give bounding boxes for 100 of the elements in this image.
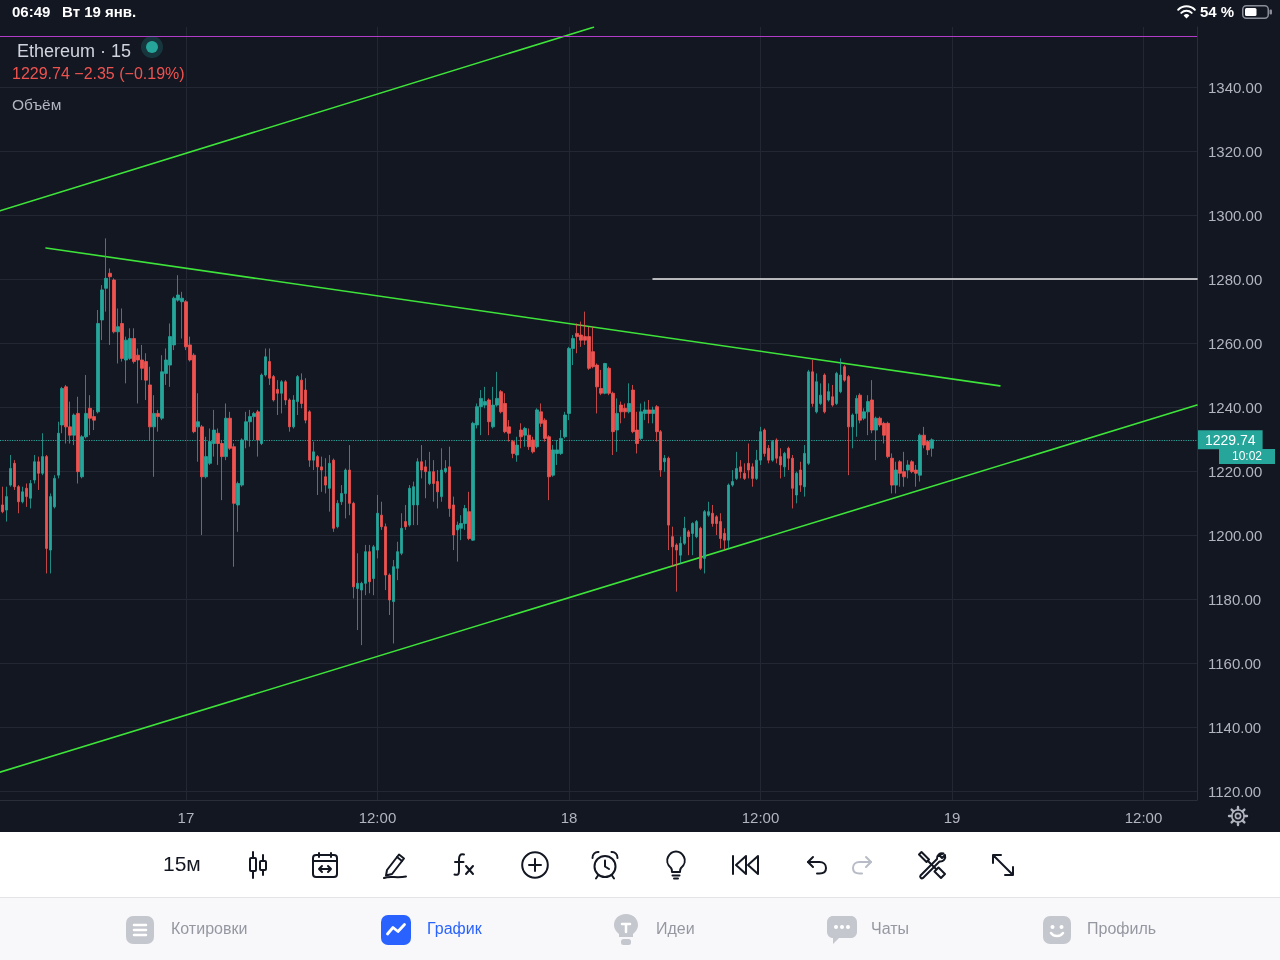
text: 06:49 — [12, 3, 51, 20]
candlestick — [815, 373, 818, 414]
y-tick-label: 1320.00 — [1208, 142, 1263, 160]
candlestick — [739, 459, 742, 479]
y-tick-label: 1140.00 — [1208, 718, 1262, 736]
candlestick — [76, 396, 80, 484]
candlestick — [855, 394, 858, 438]
candlestick — [906, 459, 910, 479]
candlestick — [324, 457, 327, 494]
y-tick-label: 1200.00 — [1208, 526, 1263, 544]
candlestick — [627, 382, 631, 414]
candlestick — [619, 401, 623, 424]
annotation: Объём — [12, 96, 62, 113]
candlestick — [823, 373, 826, 414]
candlestick — [25, 483, 28, 508]
candlestick — [9, 454, 12, 488]
candlestick — [799, 461, 802, 493]
candlestick — [795, 471, 798, 504]
x-tick-label: 12:00 — [741, 809, 780, 826]
candlestick — [156, 409, 160, 433]
candlestick — [663, 454, 666, 473]
candlestick — [312, 441, 315, 471]
candlestick — [651, 406, 655, 424]
text: График — [427, 920, 482, 937]
candlestick — [33, 454, 36, 484]
text: Котировки — [171, 920, 248, 937]
candlestick — [647, 399, 651, 424]
candlestick — [870, 379, 874, 434]
candlestick — [108, 268, 112, 346]
candlestick — [416, 457, 419, 526]
candlestick — [866, 394, 870, 436]
y-tick-label: 1240.00 — [1208, 398, 1263, 416]
candlestick — [479, 389, 483, 436]
candlestick — [404, 504, 407, 531]
candlestick — [316, 454, 319, 496]
candlestick — [368, 544, 371, 594]
candlestick — [719, 512, 722, 549]
annotation: 1229.74 −2.35 (−0.19%) — [12, 65, 185, 82]
candlestick — [29, 479, 32, 509]
candlestick — [827, 382, 830, 402]
text: Чаты — [871, 920, 910, 937]
x-tick-label: 12:00 — [358, 809, 397, 826]
candlestick — [487, 397, 491, 436]
candlestick — [858, 392, 862, 424]
candlestick — [735, 451, 738, 481]
candlestick — [811, 359, 814, 408]
candlestick — [21, 486, 24, 504]
candlestick — [519, 422, 523, 449]
candlestick — [428, 451, 431, 486]
candlestick — [256, 409, 260, 458]
candlestick — [344, 468, 347, 519]
candlestick — [1, 486, 4, 514]
candlestick — [116, 308, 120, 364]
text: 15м — [163, 852, 201, 875]
candlestick — [894, 461, 898, 494]
text: Профиль — [1087, 920, 1157, 937]
candlestick — [64, 384, 68, 444]
candlestick — [45, 454, 48, 574]
candlestick — [575, 323, 579, 354]
x-tick-label: 17 — [177, 809, 195, 826]
y-tick-label: 1220.00 — [1208, 462, 1263, 480]
x-tick-label: 19 — [943, 809, 961, 826]
candlestick — [37, 456, 40, 491]
candlestick — [408, 484, 411, 528]
y-tick-label: 1120.00 — [1208, 782, 1262, 800]
candlestick — [280, 379, 283, 414]
candlestick — [527, 428, 531, 451]
x-tick-label: 12:00 — [1124, 809, 1163, 826]
candlestick — [88, 394, 92, 436]
y-tick-label: 1300.00 — [1208, 206, 1263, 224]
candlestick — [511, 439, 515, 459]
y-tick-label: 1180.00 — [1208, 590, 1262, 608]
y-tick-label: 1340.00 — [1208, 78, 1263, 96]
y-tick-label: 1280.00 — [1208, 270, 1263, 288]
candlestick — [902, 451, 906, 488]
candlestick — [699, 526, 702, 571]
candlestick — [691, 521, 694, 556]
text: Вт 19 янв. — [62, 3, 137, 20]
candlestick — [623, 403, 627, 419]
text: Идеи — [656, 920, 695, 937]
candlestick — [914, 464, 918, 488]
candlestick — [200, 424, 204, 536]
candlestick — [667, 456, 670, 551]
ref-line-label: 1229.74 — [1205, 431, 1256, 448]
candlestick — [687, 529, 690, 556]
candlestick — [551, 444, 555, 478]
candlestick — [5, 486, 8, 522]
candlestick — [743, 462, 746, 481]
y-tick-label: 1260.00 — [1208, 334, 1263, 352]
candlestick — [336, 499, 339, 529]
candlestick — [783, 451, 786, 478]
candlestick — [831, 384, 834, 408]
candlestick — [112, 277, 116, 334]
text: 10:02 — [1219, 449, 1275, 464]
candlestick — [603, 362, 607, 395]
y-tick-label: 1160.00 — [1208, 654, 1262, 672]
candlestick — [276, 379, 279, 416]
text: 54 % — [1200, 3, 1235, 20]
x-tick-label: 18 — [560, 809, 578, 826]
text: Ethereum · 15 — [17, 41, 132, 61]
